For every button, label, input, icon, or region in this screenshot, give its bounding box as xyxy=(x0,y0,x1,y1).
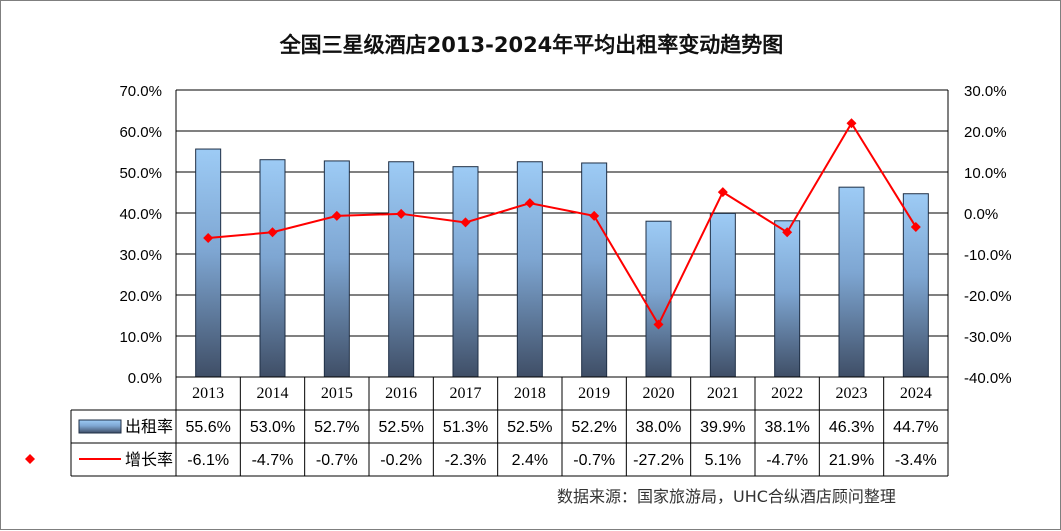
x-tick-label: 2024 xyxy=(900,385,932,402)
growth-value-label: -0.7% xyxy=(316,452,358,469)
growth-value-label: -0.7% xyxy=(573,452,615,469)
y-left-tick-label: 20.0% xyxy=(119,288,162,305)
bar-value-label: 52.5% xyxy=(378,419,423,436)
bar-value-label: 38.0% xyxy=(636,419,681,436)
bar-2015 xyxy=(323,160,350,378)
y-right-tick-label: 20.0% xyxy=(964,124,1007,141)
y-left-tick-label: 60.0% xyxy=(119,124,162,141)
growth-value-label: -0.2% xyxy=(380,452,422,469)
growth-value-label: -4.7% xyxy=(252,452,294,469)
y-right-tick-label: 0.0% xyxy=(964,206,998,223)
chart-title: 全国三星级酒店2013-2024年平均出租率变动趋势图 xyxy=(279,33,784,57)
growth-point-2016 xyxy=(396,208,407,219)
y-left-tick-label: 0.0% xyxy=(128,370,162,387)
growth-value-label: -6.1% xyxy=(187,452,229,469)
plot-area xyxy=(176,90,948,377)
growth-point-2015 xyxy=(331,210,342,221)
growth-point-2019 xyxy=(589,210,600,221)
x-tick-label: 2020 xyxy=(643,385,675,402)
y-right-tick-label: 10.0% xyxy=(964,165,1007,182)
x-tick-label: 2017 xyxy=(450,385,482,402)
bar-value-label: 52.2% xyxy=(571,419,616,436)
legend-line-marker xyxy=(25,454,35,464)
x-tick-label: 2013 xyxy=(192,385,224,402)
growth-point-2018 xyxy=(524,198,535,209)
x-tick-label: 2014 xyxy=(257,385,289,402)
growth-line xyxy=(208,121,917,327)
growth-point-2017 xyxy=(460,217,471,228)
y-right-tick-label: 30.0% xyxy=(964,83,1007,100)
y-right-tick-label: -30.0% xyxy=(964,329,1012,346)
growth-value-label: -27.2% xyxy=(633,452,684,469)
y-right-tick-label: -10.0% xyxy=(964,247,1012,264)
legend-line-label: 增长率 xyxy=(125,450,173,469)
x-tick-label: 2023 xyxy=(836,385,868,402)
bar-value-label: 52.5% xyxy=(507,419,552,436)
x-tick-label: 2019 xyxy=(578,385,610,402)
bar-2018 xyxy=(516,161,543,378)
growth-point-2022 xyxy=(782,227,793,238)
growth-value-label: 2.4% xyxy=(512,452,548,469)
growth-point-2020 xyxy=(653,319,664,330)
bar-2022 xyxy=(774,220,801,378)
bar-value-label: 53.0% xyxy=(250,419,295,436)
legend-bar-label: 出租率 xyxy=(125,417,173,436)
growth-value-label: 5.1% xyxy=(705,452,741,469)
bar-2021 xyxy=(709,212,736,378)
bar-value-label: 55.6% xyxy=(185,419,230,436)
y-left-tick-label: 10.0% xyxy=(119,329,162,346)
growth-value-label: -4.7% xyxy=(766,452,808,469)
bar-2014 xyxy=(259,159,286,378)
bar-value-label: 46.3% xyxy=(829,419,874,436)
y-left-tick-label: 50.0% xyxy=(119,165,162,182)
y-left-tick-label: 40.0% xyxy=(119,206,162,223)
growth-point-2021 xyxy=(717,187,728,198)
y-left-tick-label: 30.0% xyxy=(119,247,162,264)
growth-point-2014 xyxy=(267,227,278,238)
y-left-tick-label: 70.0% xyxy=(119,83,162,100)
x-tick-label: 2022 xyxy=(771,385,803,402)
x-tick-label: 2016 xyxy=(385,385,417,402)
bar-value-label: 51.3% xyxy=(443,419,488,436)
source-note: 数据来源：国家旅游局，UHC合纵酒店顾问整理 xyxy=(557,487,896,506)
legend-bar-swatch xyxy=(78,419,122,434)
bar-2016 xyxy=(388,161,415,378)
growth-point-2024 xyxy=(910,221,921,232)
bar-2013 xyxy=(195,148,222,378)
y-right-tick-label: -40.0% xyxy=(964,370,1012,387)
bar-value-label: 39.9% xyxy=(700,419,745,436)
growth-value-label: -3.4% xyxy=(895,452,937,469)
y-right-tick-label: -20.0% xyxy=(964,288,1012,305)
growth-value-label: -2.3% xyxy=(445,452,487,469)
growth-point-2013 xyxy=(203,233,214,244)
growth-value-label: 21.9% xyxy=(829,452,874,469)
bar-2017 xyxy=(452,166,479,378)
x-tick-label: 2021 xyxy=(707,385,739,402)
bar-value-label: 38.1% xyxy=(764,419,809,436)
x-tick-label: 2018 xyxy=(514,385,546,402)
x-tick-label: 2015 xyxy=(321,385,353,402)
bar-2019 xyxy=(581,162,608,378)
bar-2024 xyxy=(902,193,929,378)
bar-2023 xyxy=(838,186,865,378)
bar-2020 xyxy=(645,220,672,378)
growth-point-2023 xyxy=(846,118,857,129)
bar-value-label: 44.7% xyxy=(893,419,938,436)
bar-value-label: 52.7% xyxy=(314,419,359,436)
